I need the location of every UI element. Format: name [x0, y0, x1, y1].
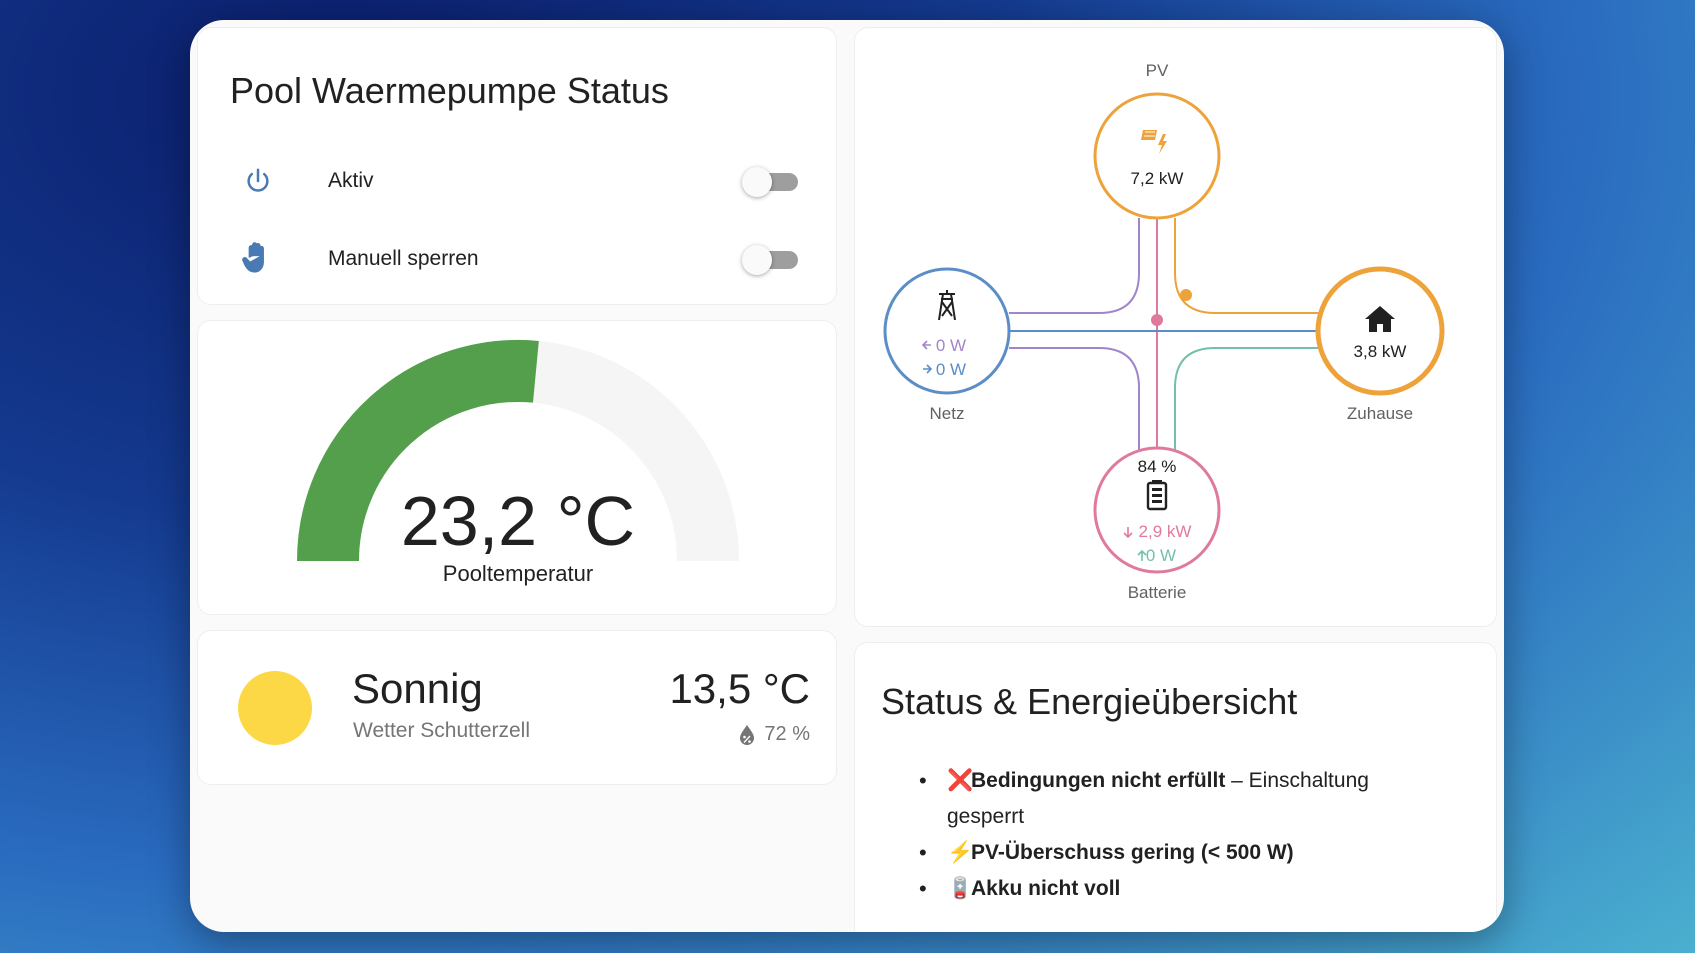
weather-temperature: 13,5 °C — [669, 665, 810, 712]
manuell-sperren-toggle[interactable] — [742, 244, 806, 275]
gauge-graphic — [297, 340, 739, 562]
battery-label: Batterie — [1128, 583, 1187, 602]
sunny-icon — [238, 671, 312, 745]
dashboard-frame: Pool Waermepumpe Status Aktiv Manuell sp… — [190, 20, 1504, 932]
summary-title: Status & Energieübersicht — [881, 681, 1298, 722]
pv-battery-flow-dot — [1151, 314, 1163, 326]
aktiv-row[interactable]: Aktiv — [238, 156, 806, 206]
summary-item-text: – Einschaltung gesperrt — [947, 769, 1369, 828]
status-card: Pool Waermepumpe Status Aktiv Manuell sp… — [197, 27, 837, 305]
grid-battery-flow-line — [1009, 347, 1140, 478]
gauge-fill — [297, 340, 539, 562]
pv-node — [1093, 92, 1221, 220]
battery-discharge-value: 2,9 kW — [1139, 522, 1192, 541]
grid-import-arrow-icon — [923, 364, 933, 374]
grid-label: Netz — [930, 404, 965, 423]
summary-item-conditions: ❌Bedingungen nicht erfüllt – Einschaltun… — [919, 763, 1439, 835]
gauge-label: Pooltemperatur — [442, 561, 594, 586]
grid-node — [883, 267, 1011, 395]
battery-discharge-arrow-icon — [1123, 527, 1133, 539]
home-value: 3,8 kW — [1354, 342, 1407, 361]
low-battery-icon: 🪫 — [947, 877, 974, 900]
pv-home-flow-dot — [1180, 289, 1192, 301]
transmission-tower-icon — [938, 290, 956, 321]
solar-power-icon — [1141, 130, 1167, 154]
summary-item-battery: 🪫Akku nicht voll — [919, 871, 1439, 907]
manuell-sperren-row[interactable]: Manuell sperren — [238, 234, 806, 284]
home-icon — [1365, 306, 1395, 332]
grid-export-value: 0 W — [936, 336, 966, 355]
humidity-icon — [740, 724, 755, 745]
battery-icon — [1146, 480, 1168, 511]
lightning-icon: ⚡ — [947, 841, 974, 864]
summary-item-bold: Bedingungen nicht erfüllt — [971, 769, 1226, 792]
weather-humidity: 72 % — [738, 723, 810, 746]
power-icon — [238, 161, 278, 201]
grid-import-value: 0 W — [936, 360, 966, 379]
battery-home-flow-line — [1174, 347, 1352, 478]
status-summary-card: Status & Energieübersicht ❌Bedingungen n… — [854, 642, 1497, 932]
battery-charge-arrow-icon — [1137, 549, 1147, 561]
humidity-value: 72 % — [764, 723, 810, 745]
pv-grid-flow-line — [1009, 218, 1140, 314]
aktiv-label: Aktiv — [328, 169, 374, 192]
manuell-sperren-label: Manuell sperren — [328, 247, 479, 270]
gauge-value: 23,2 °C — [400, 482, 636, 560]
hand-icon — [238, 239, 278, 279]
home-label: Zuhause — [1347, 404, 1413, 423]
energy-flow-diagram: PV 7,2 kW 0 W 0 W Netz 3,8 kW — [883, 61, 1445, 602]
summary-item-pv: ⚡PV-Überschuss gering (< 500 W) — [919, 835, 1439, 871]
summary-item-bold: Akku nicht voll — [971, 877, 1121, 900]
pv-value: 7,2 kW — [1131, 169, 1184, 188]
weather-card[interactable]: Sonnig Wetter Schutterzell 13,5 °C 72 % — [197, 630, 837, 785]
status-card-title: Pool Waermepumpe Status — [230, 70, 669, 111]
weather-entity-name: Wetter Schutterzell — [353, 719, 531, 742]
energy-distribution-card: PV 7,2 kW 0 W 0 W Netz 3,8 kW — [854, 27, 1497, 627]
battery-soc: 84 % — [1138, 457, 1177, 476]
aktiv-toggle[interactable] — [742, 166, 806, 197]
grid-export-arrow-icon — [921, 340, 931, 350]
summary-list: ❌Bedingungen nicht erfüllt – Einschaltun… — [919, 763, 1439, 907]
pv-home-flow-line — [1174, 218, 1352, 314]
cross-icon: ❌ — [947, 769, 974, 792]
summary-item-bold: PV-Überschuss gering (< 500 W) — [971, 841, 1294, 864]
pool-temperature-gauge-card[interactable]: 23,2 °C Pooltemperatur — [197, 320, 837, 615]
home-node — [1315, 266, 1445, 396]
battery-charge-value: 0 W — [1146, 546, 1176, 565]
weather-condition: Sonnig — [352, 665, 483, 712]
pv-label: PV — [1146, 61, 1169, 80]
